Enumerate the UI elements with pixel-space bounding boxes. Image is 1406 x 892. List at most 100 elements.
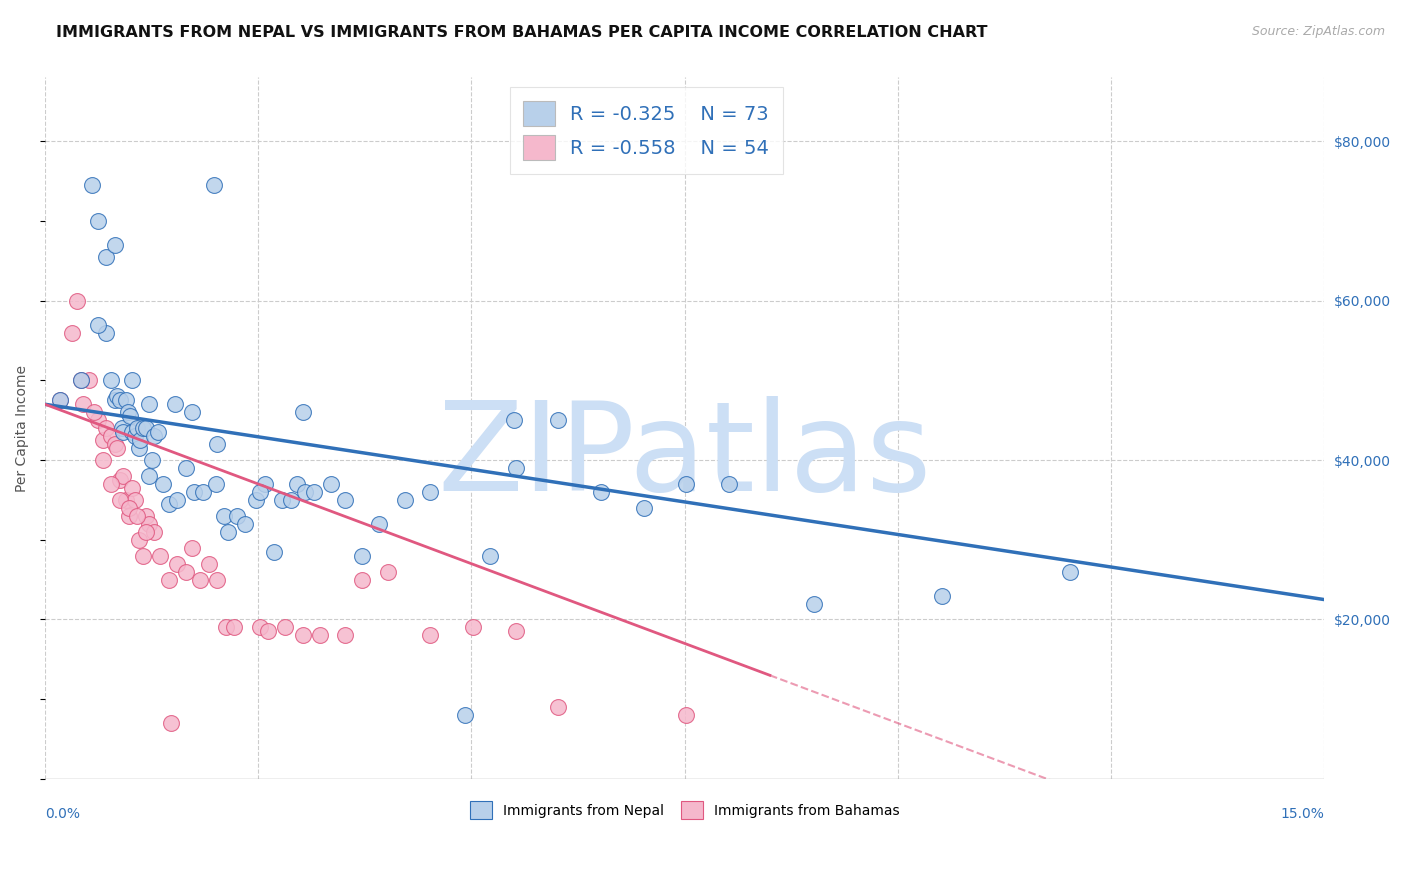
Point — [224, 620, 246, 634]
Text: 0.0%: 0.0% — [45, 807, 80, 821]
Point — [107, 441, 129, 455]
Point — [112, 425, 135, 439]
Point — [91, 433, 114, 447]
Point — [461, 620, 484, 634]
Point — [69, 373, 91, 387]
Point — [60, 326, 83, 340]
Point — [271, 492, 294, 507]
Point — [419, 485, 441, 500]
Point — [202, 178, 225, 192]
Text: ZIPatlas: ZIPatlas — [437, 396, 932, 516]
Point — [294, 485, 316, 500]
Point — [163, 397, 186, 411]
Point — [174, 461, 197, 475]
Point — [479, 549, 502, 563]
Point — [503, 413, 526, 427]
Point — [152, 477, 174, 491]
Point — [675, 477, 697, 491]
Point — [108, 492, 131, 507]
Point — [547, 413, 569, 427]
Point — [675, 708, 697, 723]
Point — [931, 589, 953, 603]
Point — [121, 481, 143, 495]
Point — [132, 421, 155, 435]
Point — [263, 545, 285, 559]
Point — [280, 492, 302, 507]
Legend: Immigrants from Nepal, Immigrants from Bahamas: Immigrants from Nepal, Immigrants from B… — [464, 796, 905, 824]
Point — [215, 620, 238, 634]
Text: IMMIGRANTS FROM NEPAL VS IMMIGRANTS FROM BAHAMAS PER CAPITA INCOME CORRELATION C: IMMIGRANTS FROM NEPAL VS IMMIGRANTS FROM… — [56, 25, 988, 40]
Point — [285, 477, 308, 491]
Point — [217, 524, 239, 539]
Point — [257, 624, 280, 639]
Point — [146, 425, 169, 439]
Point — [183, 485, 205, 500]
Point — [115, 393, 138, 408]
Point — [253, 477, 276, 491]
Point — [100, 477, 122, 491]
Point — [368, 516, 391, 531]
Point — [207, 437, 229, 451]
Point — [107, 389, 129, 403]
Point — [117, 500, 139, 515]
Point — [129, 433, 152, 447]
Point — [143, 429, 166, 443]
Point — [333, 492, 356, 507]
Point — [80, 178, 103, 192]
Point — [100, 429, 122, 443]
Point — [204, 477, 226, 491]
Text: 15.0%: 15.0% — [1281, 807, 1324, 821]
Point — [291, 405, 314, 419]
Point — [79, 373, 101, 387]
Point — [104, 393, 127, 408]
Point — [225, 508, 247, 523]
Point — [138, 469, 160, 483]
Point — [207, 573, 229, 587]
Point — [166, 492, 188, 507]
Point — [157, 573, 180, 587]
Point — [717, 477, 740, 491]
Point — [166, 557, 188, 571]
Point — [633, 500, 655, 515]
Point — [121, 373, 143, 387]
Point — [505, 461, 527, 475]
Point — [274, 620, 297, 634]
Point — [108, 393, 131, 408]
Point — [180, 541, 202, 555]
Point — [69, 373, 91, 387]
Point — [124, 492, 146, 507]
Point — [125, 421, 148, 435]
Point — [72, 397, 94, 411]
Point — [245, 492, 267, 507]
Point — [1059, 565, 1081, 579]
Point — [104, 437, 127, 451]
Point — [249, 485, 271, 500]
Point — [143, 524, 166, 539]
Point — [128, 533, 150, 547]
Point — [377, 565, 399, 579]
Point — [83, 405, 105, 419]
Point — [249, 620, 271, 634]
Text: Source: ZipAtlas.com: Source: ZipAtlas.com — [1251, 25, 1385, 38]
Point — [138, 516, 160, 531]
Point — [803, 597, 825, 611]
Point — [212, 508, 235, 523]
Point — [138, 397, 160, 411]
Point — [96, 421, 118, 435]
Point — [111, 421, 134, 435]
Point — [160, 716, 183, 731]
Point — [505, 624, 527, 639]
Point — [96, 326, 118, 340]
Point — [49, 393, 72, 408]
Point — [188, 573, 211, 587]
Point — [141, 453, 163, 467]
Point — [112, 469, 135, 483]
Point — [124, 429, 146, 443]
Point — [87, 214, 110, 228]
Point — [149, 549, 172, 563]
Point — [174, 565, 197, 579]
Point — [87, 318, 110, 332]
Point — [117, 508, 139, 523]
Point — [100, 373, 122, 387]
Point — [333, 628, 356, 642]
